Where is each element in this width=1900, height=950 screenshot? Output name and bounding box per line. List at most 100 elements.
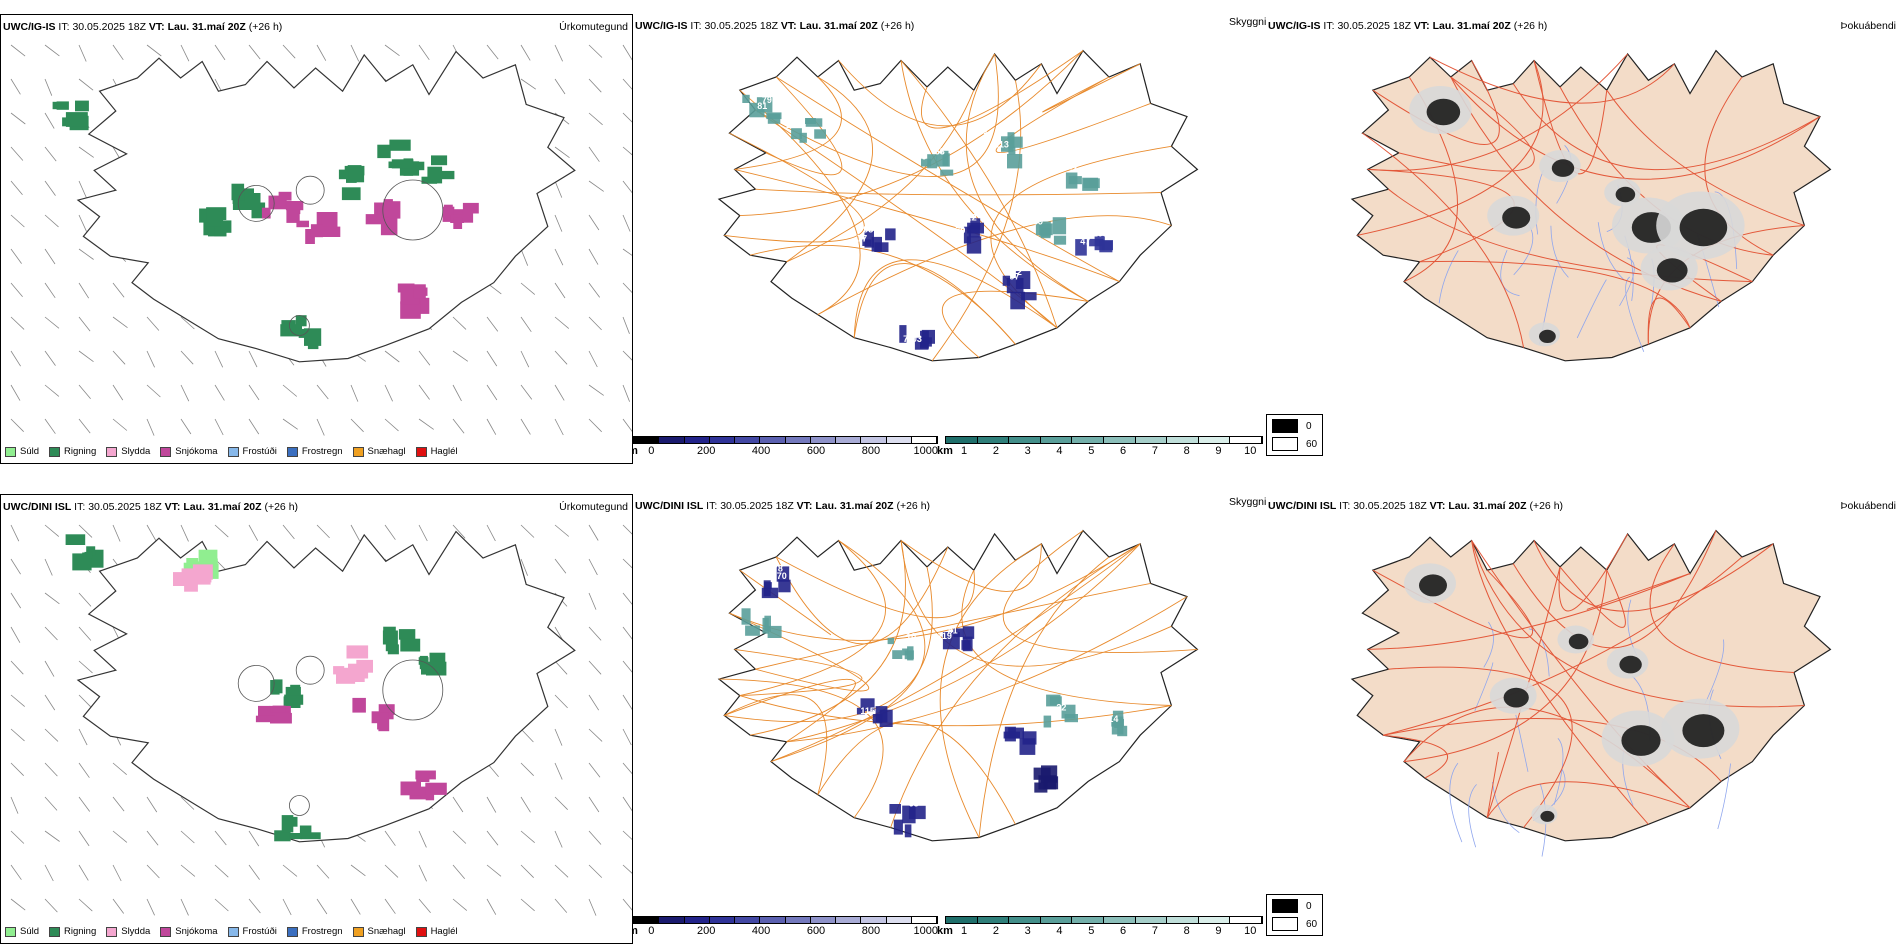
river-line bbox=[1500, 250, 1520, 297]
road-line bbox=[765, 76, 843, 176]
vt-value: Lau. 31.maí 20Z bbox=[1448, 500, 1527, 512]
wind-barb bbox=[316, 898, 328, 915]
lead-time: (+26 h) bbox=[896, 500, 931, 512]
precip-cell bbox=[255, 715, 276, 723]
colorbar-tick-label: 7 bbox=[1151, 925, 1158, 937]
wind-barb bbox=[622, 694, 632, 710]
cloud-cell bbox=[902, 648, 909, 656]
wind-barb bbox=[10, 864, 22, 880]
ceiling-value-label: 113 bbox=[994, 139, 1009, 149]
wind-barb bbox=[10, 248, 22, 264]
wind-barb bbox=[10, 44, 26, 57]
colorbar-cell bbox=[861, 437, 887, 443]
road-line bbox=[1471, 540, 1805, 708]
cloud-cell bbox=[887, 637, 894, 645]
cloud-cell bbox=[963, 226, 971, 244]
precip-cell bbox=[415, 162, 424, 170]
ceiling-value-label: 17 bbox=[786, 120, 796, 130]
ceiling-value-label: 108 bbox=[1093, 228, 1108, 238]
wind-barb bbox=[418, 830, 427, 848]
wind-barb bbox=[384, 830, 396, 846]
road-line bbox=[1398, 76, 1535, 172]
road-line bbox=[718, 678, 884, 818]
wind-barb bbox=[214, 350, 224, 368]
river-line bbox=[1468, 784, 1477, 848]
wind-barb bbox=[248, 898, 261, 914]
colorbar-cell bbox=[659, 917, 685, 923]
precip-cell bbox=[391, 159, 414, 169]
wind-barb bbox=[44, 316, 60, 329]
colorbar-tick-label: 5 bbox=[1088, 445, 1095, 457]
wind-barb bbox=[554, 864, 569, 878]
fog-core bbox=[1619, 655, 1642, 674]
wind-barb bbox=[588, 796, 600, 813]
colorbar-cell bbox=[1072, 917, 1104, 923]
road-line bbox=[729, 612, 869, 692]
fog-index-title-top: Þokuábendi bbox=[1840, 20, 1896, 32]
wind-barb bbox=[486, 384, 498, 401]
ceiling-value-label: 99 bbox=[759, 605, 769, 615]
precip-title-bottom: UWC/DINI ISL IT: 30.05.2025 18Z VT: Lau.… bbox=[3, 501, 298, 513]
wind-barb bbox=[622, 626, 632, 640]
wind-barb bbox=[112, 44, 124, 61]
cloud-cell bbox=[942, 632, 960, 650]
cloud-cell bbox=[764, 582, 772, 589]
wind-barb bbox=[180, 316, 195, 330]
precip-cell bbox=[341, 187, 361, 201]
wind-barb bbox=[384, 524, 396, 540]
cloud-cell bbox=[1007, 154, 1023, 169]
wind-barb bbox=[78, 214, 87, 232]
wind-barb bbox=[44, 282, 56, 299]
legend-label: Haglél bbox=[430, 446, 458, 457]
river-line bbox=[1474, 662, 1494, 711]
wind-barb bbox=[316, 864, 330, 879]
cloud-cell bbox=[1003, 731, 1020, 739]
wind-barb bbox=[214, 830, 227, 846]
wind-barb bbox=[384, 418, 399, 432]
precip-cell bbox=[400, 301, 421, 319]
wind-barb bbox=[78, 660, 93, 674]
colorbar-cell bbox=[1040, 917, 1073, 923]
precip-cell bbox=[231, 183, 245, 201]
colorbar-tick-label: 0 bbox=[648, 445, 655, 457]
precip-legend-item: Slydda bbox=[106, 446, 150, 457]
wind-barb bbox=[10, 626, 21, 643]
wind-barb bbox=[10, 592, 22, 609]
legend-label: 60 bbox=[1306, 918, 1318, 930]
precip-legend-item: Snæhagl bbox=[352, 446, 406, 457]
precip-cell bbox=[383, 199, 393, 217]
colorbar-tick-label: 1 bbox=[961, 445, 968, 457]
wind-barb bbox=[248, 350, 258, 368]
wind-barb bbox=[554, 316, 570, 329]
wind-barb bbox=[10, 762, 24, 776]
glacier-outline bbox=[295, 655, 325, 685]
wind-barb bbox=[44, 694, 56, 711]
cloud-cell bbox=[872, 714, 883, 724]
cloud-cell bbox=[889, 804, 901, 814]
wind-barb bbox=[554, 146, 570, 159]
ceiling-colorbar-bottom: m0 200 400 600 800 1000 bbox=[633, 916, 938, 938]
road-line bbox=[1471, 540, 1691, 809]
precip-cell bbox=[251, 202, 266, 219]
colorbar-tick-label: 10 bbox=[1244, 445, 1257, 457]
cloud-cell bbox=[962, 626, 975, 639]
wind-barb bbox=[588, 626, 602, 641]
wind-barb bbox=[44, 418, 56, 434]
wind-barb bbox=[520, 830, 535, 844]
road-line bbox=[941, 290, 1089, 358]
wind-barb bbox=[10, 830, 25, 844]
road-line bbox=[900, 60, 1058, 328]
legend-swatch bbox=[286, 926, 298, 937]
ceiling-value-label: 63 bbox=[1070, 153, 1080, 163]
cloud-cell bbox=[1034, 782, 1048, 793]
it-value: 30.05.2025 18Z bbox=[1337, 20, 1411, 32]
cloud-cell bbox=[1117, 725, 1128, 737]
visibility-colorbar-top: km 1 2 3 4 5 6 7 8 9 10 bbox=[937, 436, 1263, 458]
precip-cell bbox=[214, 226, 226, 237]
it-label: IT: bbox=[1323, 20, 1335, 32]
cloud-cell bbox=[904, 824, 912, 838]
wind-barb bbox=[622, 44, 632, 61]
precip-cell bbox=[281, 320, 296, 335]
cloud-cell bbox=[942, 150, 949, 166]
river-line bbox=[1483, 621, 1494, 668]
